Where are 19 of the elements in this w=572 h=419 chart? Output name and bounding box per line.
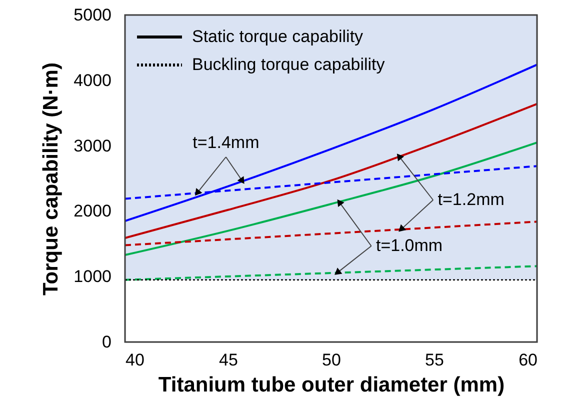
annotation: t=1.4mm bbox=[192, 133, 260, 152]
x-tick-label: 60 bbox=[518, 350, 538, 370]
x-tick-label: 50 bbox=[322, 350, 341, 370]
y-axis-title: Torque capability (N·m) bbox=[40, 62, 63, 296]
line-series bbox=[124, 102, 538, 240]
y-tick-label: 4000 bbox=[74, 70, 112, 90]
annotation: t=1.0mm bbox=[376, 236, 443, 255]
y-tick-label: 1000 bbox=[74, 267, 112, 286]
x-tick-label: 45 bbox=[219, 350, 238, 370]
annotation: Buckling torque capability bbox=[192, 55, 386, 74]
y-tick-label: 5000 bbox=[74, 6, 112, 24]
y-tick-label: 0 bbox=[102, 332, 112, 352]
y-tick-label: 3000 bbox=[74, 136, 112, 156]
y-tick-label: 2000 bbox=[74, 202, 112, 221]
annotation: Static torque capability bbox=[192, 27, 364, 46]
x-tick-label: 40 bbox=[126, 350, 144, 370]
annotation: t=1.2mm bbox=[438, 190, 504, 209]
x-tick-label: 55 bbox=[425, 350, 444, 370]
x-axis-title: Titanium tube outer diameter (mm) bbox=[158, 374, 505, 396]
